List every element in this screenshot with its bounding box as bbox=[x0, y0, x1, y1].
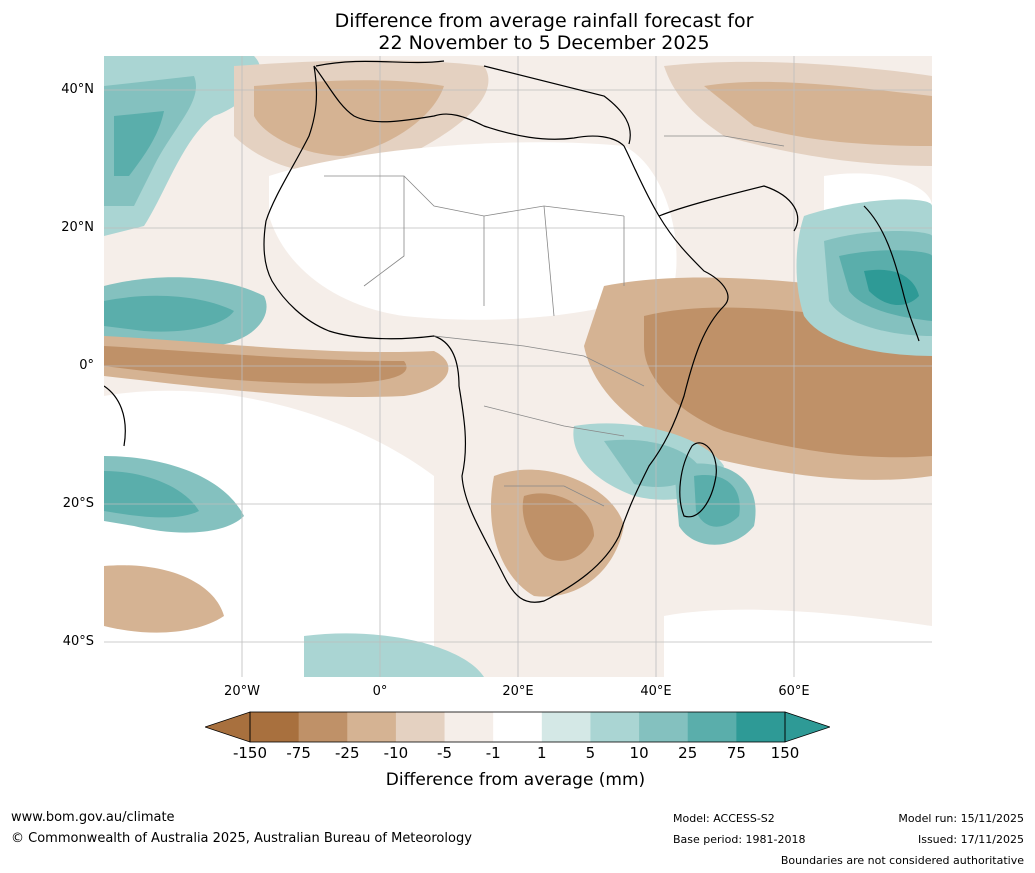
legend-tick-label: 75 bbox=[726, 744, 746, 762]
title-line-1: Difference from average rainfall forecas… bbox=[334, 10, 754, 32]
colorbar-cell bbox=[590, 712, 640, 742]
colorbar-legend bbox=[205, 711, 830, 743]
title-line-2: 22 November to 5 December 2025 bbox=[378, 32, 710, 54]
footer-model-run: Model run: 15/11/2025 bbox=[898, 812, 1024, 825]
footer-copyright: © Commonwealth of Australia 2025, Austra… bbox=[11, 831, 472, 846]
colorbar-cell bbox=[298, 712, 348, 742]
legend-tick-label: -75 bbox=[286, 744, 311, 762]
region-drier-equatorial-atlantic bbox=[104, 346, 407, 384]
footer-issued: Issued: 17/11/2025 bbox=[917, 833, 1024, 846]
gridlines bbox=[104, 56, 932, 677]
lat-label-40s: 40°S bbox=[62, 634, 94, 649]
colorbar-cell bbox=[639, 712, 689, 742]
lon-label-20w: 20°W bbox=[224, 684, 260, 699]
legend-tick-label: -1 bbox=[485, 744, 501, 762]
colorbar-cell bbox=[395, 712, 446, 742]
region-wetter-tropical-atlantic bbox=[104, 295, 234, 332]
lon-label-40e: 40°E bbox=[640, 684, 672, 699]
footer-model: Model: ACCESS-S2 bbox=[673, 812, 775, 825]
chart-title: Difference from average rainfall forecas… bbox=[0, 10, 1035, 54]
region-wettest-north-atlantic bbox=[114, 111, 164, 176]
lat-label-equator: 0° bbox=[79, 358, 94, 373]
region-drier-mediterranean bbox=[254, 80, 444, 156]
legend-tick-label: 5 bbox=[585, 744, 596, 762]
region-drier-south-africa bbox=[522, 493, 594, 561]
india-coastline bbox=[863, 205, 920, 342]
legend-tick-label: -10 bbox=[383, 744, 409, 762]
region-wettest-arabian-sea bbox=[864, 269, 919, 306]
lat-label-40n: 40°N bbox=[61, 82, 94, 97]
colorbar-cell bbox=[541, 712, 591, 742]
africa-coastline bbox=[263, 65, 729, 603]
footer-base-period: Base period: 1981-2018 bbox=[673, 833, 806, 846]
legend-title: Difference from average (mm) bbox=[385, 770, 646, 790]
coastlines bbox=[104, 60, 920, 603]
legend-tick-label: -150 bbox=[232, 744, 268, 762]
colorbar-over-arrow bbox=[784, 711, 830, 743]
colorbar-cell bbox=[347, 712, 397, 742]
region-wetter-madagascar bbox=[694, 475, 740, 527]
legend-tick-label: 150 bbox=[770, 744, 800, 762]
legend-tick-label: -5 bbox=[437, 744, 453, 762]
colorbar-frame bbox=[249, 711, 786, 743]
south-america-coastline bbox=[104, 385, 126, 447]
region-normal-sahara bbox=[269, 142, 677, 320]
lat-label-20s: 20°S bbox=[62, 496, 94, 511]
region-drier-middle-east bbox=[704, 81, 932, 146]
europe-coastline-west bbox=[315, 60, 445, 67]
colorbar-cell bbox=[250, 712, 300, 742]
footer-disclaimer: Boundaries are not considered authoritat… bbox=[780, 854, 1024, 867]
legend-tick-label: -25 bbox=[335, 744, 360, 762]
lon-label-60e: 60°E bbox=[778, 684, 810, 699]
lon-label-0: 0° bbox=[372, 684, 388, 699]
region-dry-south-atlantic bbox=[104, 565, 224, 633]
legend-tick-label: 10 bbox=[629, 744, 649, 762]
colorbar-cell bbox=[444, 712, 494, 742]
colorbar-under-arrow bbox=[205, 711, 251, 743]
region-normal-southern-ocean bbox=[664, 609, 932, 677]
country-borders bbox=[324, 135, 785, 507]
arabian-coastline bbox=[658, 185, 799, 232]
colorbar-cell bbox=[736, 712, 786, 742]
legend-tick-label: 1 bbox=[537, 744, 547, 762]
lon-label-20e: 20°E bbox=[502, 684, 534, 699]
europe-coastline-east bbox=[483, 65, 631, 145]
colorbar-cell bbox=[493, 712, 543, 742]
rainfall-anomaly-map bbox=[104, 56, 932, 677]
colorbar-cell bbox=[687, 712, 737, 742]
region-wet-southern-ocean bbox=[304, 633, 484, 677]
region-wetter-south-atlantic bbox=[104, 471, 199, 518]
madagascar-coastline bbox=[679, 442, 717, 518]
map-canvas bbox=[104, 56, 932, 677]
legend-tick-label: 25 bbox=[678, 744, 698, 762]
lat-label-20n: 20°N bbox=[61, 220, 94, 235]
footer-url[interactable]: www.bom.gov.au/climate bbox=[11, 810, 175, 825]
